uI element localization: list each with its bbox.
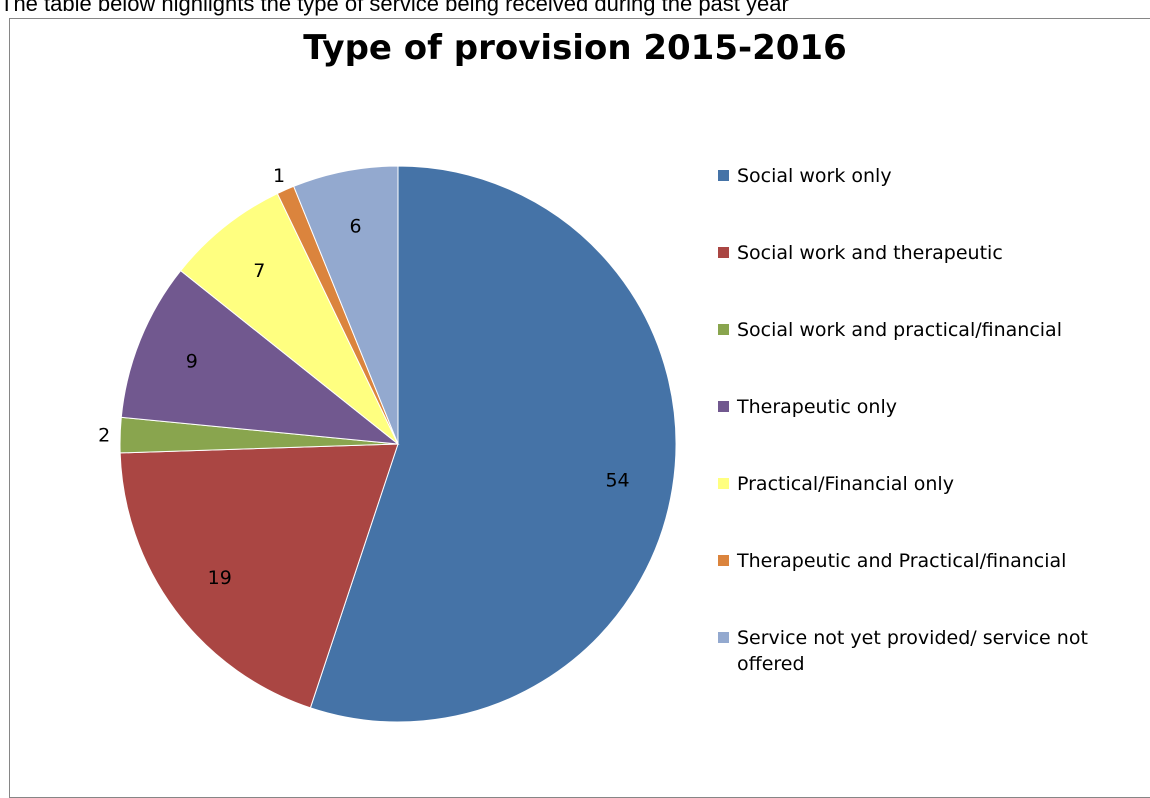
data-label-4: 7 [253, 260, 265, 282]
legend-swatch [718, 170, 729, 181]
legend-item-5: Therapeutic and Practical/financial [718, 548, 1148, 574]
legend-swatch [718, 632, 729, 643]
legend-swatch [718, 324, 729, 335]
legend-swatch [718, 401, 729, 412]
legend-swatch [718, 478, 729, 489]
data-label-6: 6 [349, 216, 361, 238]
legend-item-2: Social work and practical/financial [718, 317, 1148, 343]
legend-item-0: Social work only [718, 163, 1148, 189]
data-label-1: 19 [208, 567, 232, 589]
legend-label: Social work only [737, 165, 892, 187]
data-label-2: 2 [98, 425, 110, 447]
pie-slice-4 [179, 192, 399, 445]
legend-label: Therapeutic only [737, 396, 897, 418]
legend-label: Service not yet provided/ service not of… [737, 627, 1088, 675]
data-label-3: 9 [186, 351, 198, 373]
legend-item-4: Practical/Financial only [718, 471, 1148, 497]
data-label-0: 54 [605, 469, 629, 491]
legend-item-3: Therapeutic only [718, 394, 1148, 420]
pie-slice-1 [119, 443, 399, 709]
document-intro-text: The table below highlights the type of s… [0, 0, 789, 16]
pie-slice-0 [309, 165, 677, 723]
legend-label: Practical/Financial only [737, 473, 954, 495]
legend-swatch [718, 555, 729, 566]
legend-item-6: Service not yet provided/ service not of… [718, 625, 1148, 677]
chart-title: Type of provision 2015-2016 [303, 28, 847, 68]
data-label-5: 1 [273, 165, 285, 187]
legend-label: Social work and therapeutic [737, 242, 1003, 264]
pie-slice-6 [293, 165, 399, 445]
legend-label: Social work and practical/financial [737, 319, 1062, 341]
pie-slice-3 [120, 269, 400, 445]
legend-item-1: Social work and therapeutic [718, 240, 1148, 266]
legend-label: Therapeutic and Practical/financial [737, 550, 1067, 572]
legend-swatch [718, 247, 729, 258]
